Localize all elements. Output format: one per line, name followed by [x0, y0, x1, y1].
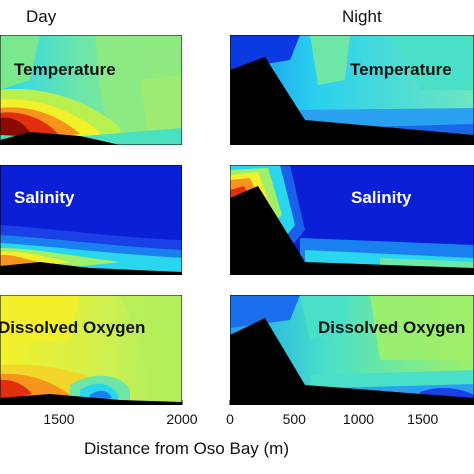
x-tick-label-night-1000: 1000	[343, 411, 374, 427]
x-axis-label: Distance from Oso Bay (m)	[84, 439, 289, 458]
x-axis-night: 0 500 1000 1500	[226, 400, 439, 427]
panel-temperature-night	[230, 35, 474, 145]
panel-dissolved-oxygen-night	[230, 295, 474, 405]
x-tick-label-night-1500: 1500	[407, 411, 438, 427]
panel-label-salinity-day: Salinity	[14, 188, 75, 207]
panel-label-temperature-day: Temperature	[14, 60, 116, 79]
x-tick-label-night-500: 500	[283, 411, 307, 427]
x-tick-label-night-0: 0	[226, 411, 234, 427]
column-title-day: Day	[26, 7, 57, 26]
panel-salinity-day	[0, 165, 182, 275]
panel-salinity-night	[230, 165, 474, 275]
column-title-night: Night	[342, 7, 382, 26]
panel-label-dissolved-oxygen-night: Dissolved Oxygen	[318, 318, 465, 337]
panel-label-salinity-night: Salinity	[351, 188, 412, 207]
x-tick-label-day-2000: 2000	[166, 411, 197, 427]
x-axis-day: 100015002000	[43, 400, 198, 427]
panel-temperature-day	[0, 35, 182, 145]
panel-label-dissolved-oxygen-day: Dissolved Oxygen	[0, 318, 145, 337]
x-tick-label-day-1500: 1500	[43, 411, 74, 427]
panel-dissolved-oxygen-day	[0, 295, 182, 405]
panel-label-temperature-night: Temperature	[350, 60, 452, 79]
